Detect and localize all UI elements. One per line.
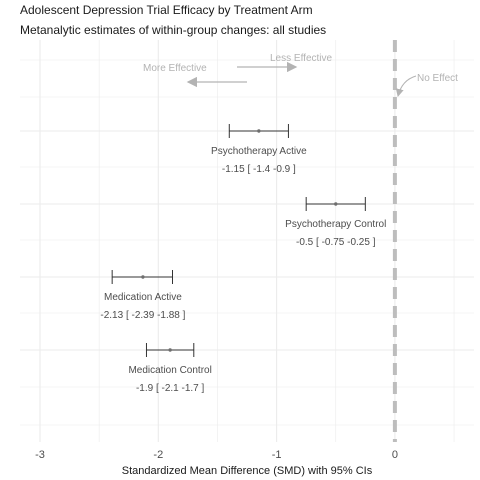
estimate-marks: Psychotherapy Active -1.15 [ -1.4 -0.9 ] P…: [100, 124, 386, 394]
ci-label: -1.9 [ -2.1 -1.7 ]: [136, 383, 205, 394]
estimate-point: [334, 202, 338, 206]
grid-lines: [20, 40, 474, 442]
x-tick-label: 0: [392, 449, 398, 461]
x-axis: -3 -2 -1 0 Standardized Mean Difference (SMD…: [35, 449, 398, 477]
ci-label: -0.5 [ -0.75 -0.25 ]: [296, 237, 376, 248]
estimate-point: [141, 275, 145, 279]
no-effect-label: No Effect: [417, 73, 458, 84]
arm-label: Medication Active: [104, 292, 182, 303]
arm-label: Medication Control: [128, 365, 211, 376]
estimate-point: [168, 348, 172, 352]
chart-subtitle: Metanalytic estimates of within-group ch…: [20, 23, 327, 37]
ci-label: -2.13 [ -2.39 -1.88 ]: [100, 310, 185, 321]
x-tick-label: -2: [153, 449, 163, 461]
chart-title: Adolescent Depression Trial Efficacy by …: [20, 3, 313, 17]
arm-label: Psychotherapy Active: [211, 146, 307, 157]
x-tick-label: -1: [272, 449, 282, 461]
more-effective-label: More Effective: [143, 63, 207, 74]
estimate-point: [257, 129, 261, 133]
direction-annotations: No Effect Less Effective More Effective: [143, 53, 458, 97]
no-effect-arrow: [395, 75, 417, 97]
x-tick-label: -3: [35, 449, 45, 461]
arm-label: Psychotherapy Control: [285, 219, 386, 230]
less-effective-label: Less Effective: [270, 53, 333, 64]
x-axis-label: Standardized Mean Difference (SMD) with …: [122, 465, 373, 477]
ci-label: -1.15 [ -1.4 -0.9 ]: [222, 164, 296, 175]
